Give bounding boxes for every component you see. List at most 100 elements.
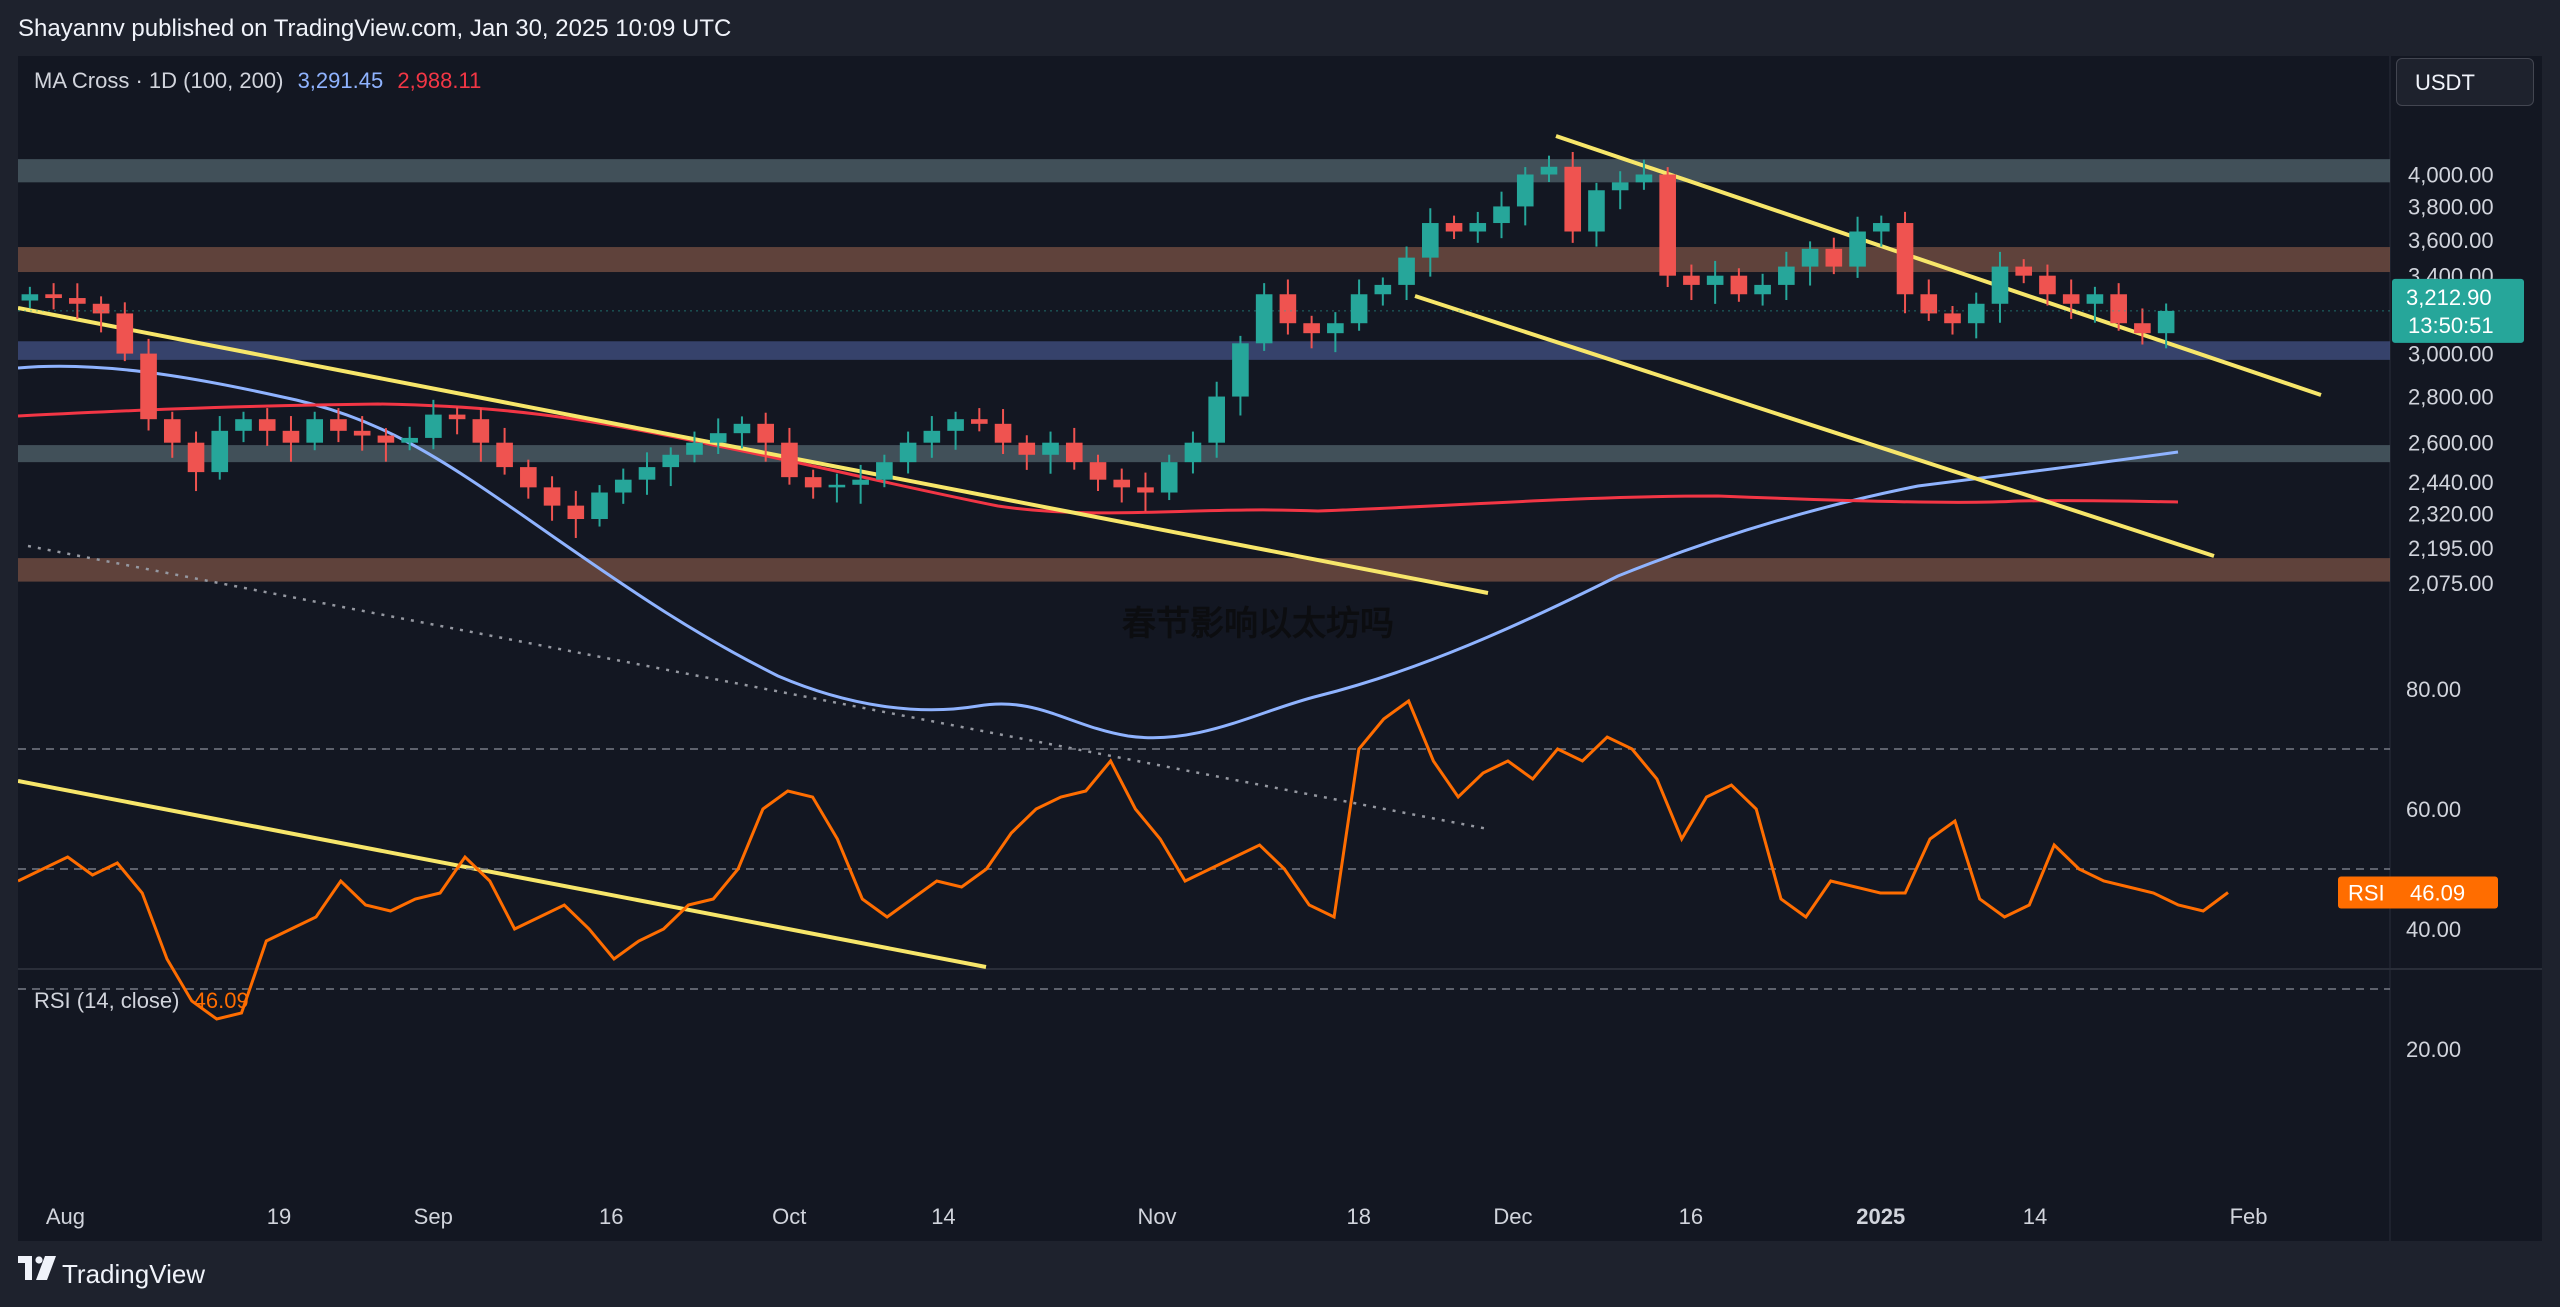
- candle-body: [1065, 442, 1083, 463]
- candle-body: [1279, 294, 1297, 324]
- channel-upper-line: [1555, 134, 2322, 397]
- rsi-legend[interactable]: RSI (14, close) 46.09: [34, 988, 249, 1014]
- candle-body: [1920, 294, 1938, 314]
- candle-body: [163, 419, 181, 443]
- candle-body: [2157, 310, 2175, 334]
- rsi-badge-name: RSI: [2348, 880, 2385, 905]
- time-tick-label: Dec: [1493, 1204, 1532, 1229]
- candle-countdown: 13:50:51: [2408, 313, 2494, 338]
- candle-body: [899, 442, 917, 463]
- candle-body: [947, 419, 964, 431]
- candle-body: [733, 423, 751, 434]
- footer-bar: [0, 1241, 2560, 1307]
- publisher-bar: Shayannv published on TradingView.com, J…: [0, 0, 2560, 56]
- publisher-text: Shayannv published on TradingView.com, J…: [18, 15, 732, 42]
- candle-body: [1635, 174, 1653, 183]
- rsi-value-badge: [2338, 876, 2498, 909]
- upper-descending-trendline: [17, 306, 1489, 595]
- candle-body: [781, 442, 798, 478]
- time-tick-label: Sep: [414, 1204, 453, 1229]
- tradingview-brand[interactable]: TradingView: [62, 1259, 206, 1289]
- candle-body: [2039, 275, 2056, 295]
- candle-body: [1588, 190, 1605, 232]
- candle-body: [1801, 248, 1819, 267]
- candle-body: [353, 430, 371, 436]
- ma-cross-title: MA Cross · 1D (100, 200): [34, 68, 284, 93]
- candle-body: [1113, 479, 1131, 488]
- candle-body: [923, 430, 941, 443]
- price-tick-label: 2,600.00: [2408, 431, 2494, 456]
- candle-body: [1730, 275, 1748, 295]
- candle-body: [1896, 223, 1914, 295]
- time-tick-label: Oct: [772, 1204, 806, 1229]
- time-tick-label: 14: [2023, 1204, 2047, 1229]
- ma-cross-legend[interactable]: MA Cross · 1D (100, 200) 3,291.45 2,988.…: [34, 68, 481, 94]
- ma100-value: 3,291.45: [297, 68, 384, 93]
- time-tick-label: Feb: [2230, 1204, 2268, 1229]
- candle-body: [1350, 294, 1368, 324]
- plot-background: [18, 56, 2542, 1241]
- price-tick-label: 2,075.00: [2408, 571, 2494, 596]
- candle-body: [1683, 275, 1700, 285]
- candle-body: [21, 294, 39, 301]
- candle-body: [1754, 284, 1771, 295]
- rsi-title: RSI (14, close): [34, 988, 180, 1013]
- candle-body: [876, 462, 893, 480]
- candle-body: [804, 477, 822, 488]
- candle-body: [1778, 266, 1795, 285]
- currency-select[interactable]: USDT: [2396, 58, 2534, 106]
- candle-body: [448, 414, 466, 420]
- candle-body: [1564, 166, 1582, 232]
- candle-body: [69, 298, 86, 304]
- tradingview-logo-icon[interactable]: [18, 1256, 56, 1280]
- candle-body: [377, 435, 395, 443]
- candle-body: [496, 442, 513, 468]
- candle-body: [1232, 343, 1249, 397]
- time-tick-label: 16: [599, 1204, 623, 1229]
- overlay-caption: 春节影响以太坊吗: [1122, 605, 1394, 643]
- candle-body: [1611, 182, 1629, 191]
- candle-body: [1706, 275, 1724, 285]
- candle-body: [662, 454, 680, 468]
- rsi-badge-value: 46.09: [2410, 880, 2465, 905]
- candle-body: [92, 303, 110, 314]
- chart-svg[interactable]: 4,000.003,800.003,600.003,400.003,000.00…: [17, 56, 2542, 1241]
- candle-body: [211, 430, 229, 473]
- candle-body: [852, 479, 869, 485]
- price-tick-label: 2,195.00: [2408, 536, 2494, 561]
- current-price-value: 3,212.90: [2406, 285, 2492, 310]
- candle-body: [140, 353, 157, 420]
- candle-body: [1160, 462, 1178, 493]
- candle-body: [1042, 442, 1059, 455]
- candle-body: [1374, 284, 1392, 295]
- candle-body: [2062, 294, 2080, 304]
- rsi-legend-value: 46.09: [193, 988, 249, 1013]
- candle-body: [1516, 174, 1534, 207]
- rsi-tick-label: 20.00: [2406, 1037, 2461, 1062]
- candle-body: [258, 419, 276, 431]
- candle-body: [45, 294, 62, 299]
- candle-body: [2086, 294, 2104, 304]
- ma100-line: [17, 364, 2179, 740]
- candle-body: [2110, 294, 2127, 324]
- candle-body: [187, 442, 205, 473]
- candle-body: [971, 419, 988, 424]
- rsi-tick-label: 80.00: [2406, 677, 2461, 702]
- current-price-badge: [2392, 278, 2524, 343]
- candle-body: [1137, 487, 1154, 493]
- time-tick-label: 2025: [1856, 1204, 1905, 1229]
- candle-body: [282, 430, 300, 443]
- price-tick-label: 3,600.00: [2408, 228, 2494, 253]
- chart-area[interactable]: 4,000.00 3,800.00 3,600.00 3,400.00 3,000.00…: [17, 56, 2542, 1241]
- candle-body: [686, 442, 703, 455]
- candle-body: [1872, 223, 1890, 232]
- candle-body: [591, 492, 608, 520]
- candle-body: [1184, 442, 1202, 463]
- candle-body: [2015, 266, 2033, 276]
- candle-body: [828, 484, 846, 488]
- candle-body: [638, 467, 656, 480]
- candle-body: [1849, 231, 1866, 267]
- candle-body: [1659, 174, 1676, 276]
- zone-resistance-0: [18, 159, 2390, 183]
- candle-body: [1208, 396, 1225, 443]
